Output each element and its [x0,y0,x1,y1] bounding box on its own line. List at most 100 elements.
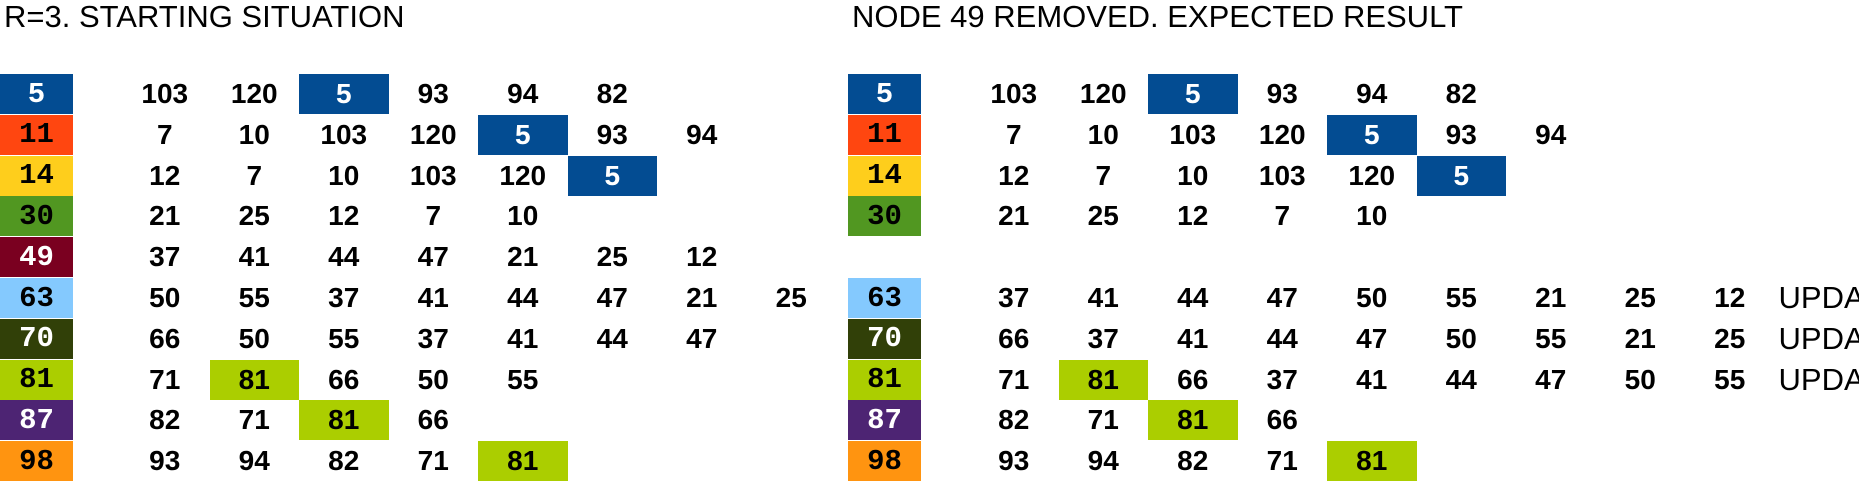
item-cell: 55 [1416,278,1506,318]
node-cell: 98 [848,441,921,482]
item-cell: 12 [1148,196,1238,237]
item-cell: 103 [120,74,210,114]
item-cell: 47 [1327,318,1417,359]
node-cell: 30 [848,196,921,237]
node-cell: 14 [0,155,73,196]
updated-label: UPDATED [1778,361,1859,397]
item-cell: 55 [209,278,299,318]
item-cell: 94 [209,441,299,482]
item-cell: 120 [1237,114,1327,155]
item-cell: 7 [1237,196,1327,237]
item-cell: 12 [299,196,389,237]
item-cell: 82 [120,400,210,441]
item-cell: 10 [1058,114,1148,155]
item-cell: 7 [969,114,1059,155]
item-cell: 21 [1595,318,1685,359]
item-cell: 21 [1506,278,1596,318]
item-cell: 71 [120,359,210,400]
item-cell: 37 [120,237,210,278]
item-cell: 7 [388,196,478,237]
node-cell: 11 [848,114,921,155]
item-cell: 25 [567,237,657,278]
item-cell: 41 [1148,318,1238,359]
item-cell: 41 [388,278,478,318]
item-cell: 47 [388,237,478,278]
item-cell: 55 [299,318,389,359]
item-cell: 71 [209,400,299,441]
item-cell: 44 [1148,278,1238,318]
item-cell: 66 [388,400,478,441]
item-cell: 120 [478,155,568,196]
item-cell: 120 [388,114,478,155]
item-cell: 94 [1506,114,1596,155]
node-cell: 14 [848,155,921,196]
item-cell: 93 [969,441,1059,482]
item-cell: 5 [299,74,389,114]
item-cell: 50 [1595,359,1685,400]
item-cell: 21 [478,237,568,278]
item-cell: 25 [1685,318,1775,359]
item-cell: 5 [1327,114,1417,155]
node-cell: 81 [0,359,73,400]
item-cell: 120 [1058,74,1148,114]
right-panel-title: NODE 49 REMOVED. EXPECTED RESULT [852,0,1463,34]
item-cell: 66 [969,318,1059,359]
node-cell: 11 [0,114,73,155]
item-cell: 81 [1327,441,1417,482]
item-cell: 10 [1148,155,1238,196]
item-cell: 103 [1148,114,1238,155]
updated-label: UPDATED [1778,280,1859,315]
node-cell: 30 [0,196,73,237]
item-cell: 103 [299,114,389,155]
item-cell: 94 [1327,74,1417,114]
item-cell: 10 [209,114,299,155]
item-cell: 94 [657,114,747,155]
item-cell: 120 [209,74,299,114]
item-cell: 94 [478,74,568,114]
node-cell: 87 [0,400,73,441]
item-cell: 103 [969,74,1059,114]
item-cell: 37 [1237,359,1327,400]
item-cell: 81 [209,359,299,400]
item-cell: 37 [1058,318,1148,359]
item-cell: 5 [1148,74,1238,114]
item-cell: 37 [299,278,389,318]
node-cell: 49 [0,237,73,278]
item-cell: 12 [120,155,210,196]
item-cell: 44 [299,237,389,278]
item-cell: 41 [478,318,568,359]
node-cell: 5 [0,74,73,114]
item-cell: 12 [657,237,747,278]
item-cell: 93 [567,114,657,155]
item-cell: 5 [567,155,657,196]
item-cell: 94 [1058,441,1148,482]
item-cell: 66 [1237,400,1327,441]
item-cell: 55 [1685,359,1775,400]
item-cell: 25 [1058,196,1148,237]
item-cell: 12 [969,155,1059,196]
item-cell: 21 [969,196,1059,237]
item-cell: 66 [299,359,389,400]
item-cell: 82 [1148,441,1238,482]
item-cell: 21 [120,196,210,237]
item-cell: 37 [969,278,1059,318]
item-cell: 21 [657,278,747,318]
item-cell: 71 [1237,441,1327,482]
item-cell: 82 [567,74,657,114]
item-cell: 25 [1595,278,1685,318]
item-cell: 44 [478,278,568,318]
node-cell: 70 [0,318,73,359]
item-cell: 5 [1416,155,1506,196]
item-cell: 82 [1416,74,1506,114]
item-cell: 55 [1506,318,1596,359]
left-panel-title: R=3. STARTING SITUATION [4,0,405,34]
item-cell: 71 [388,441,478,482]
item-cell: 50 [1416,318,1506,359]
item-cell: 81 [478,441,568,482]
item-cell: 82 [299,441,389,482]
item-cell: 50 [388,359,478,400]
item-cell: 41 [209,237,299,278]
item-cell: 41 [1327,359,1417,400]
item-cell: 44 [567,318,657,359]
item-cell: 47 [657,318,747,359]
